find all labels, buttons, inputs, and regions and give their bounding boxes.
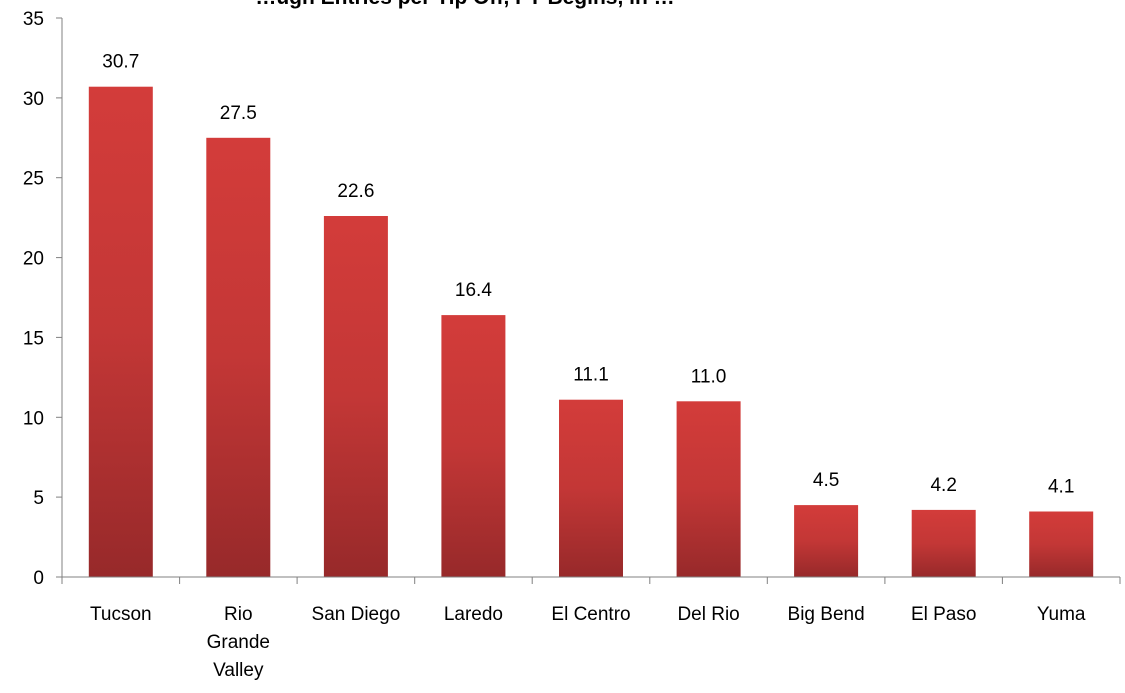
x-tick-label: El Centro bbox=[551, 604, 630, 625]
data-label: 11.1 bbox=[573, 365, 609, 386]
y-tick-label: 15 bbox=[23, 328, 44, 349]
x-tick-label: Laredo bbox=[444, 604, 503, 625]
x-tick-label: Rio bbox=[224, 604, 253, 625]
data-label: 27.5 bbox=[220, 103, 257, 124]
bar-tucson bbox=[88, 86, 153, 577]
bar-rio-grande-valley bbox=[206, 137, 271, 578]
data-label: 16.4 bbox=[455, 280, 492, 301]
x-tick-label: Yuma bbox=[1037, 604, 1086, 625]
x-tick-label: Big Bend bbox=[788, 604, 865, 625]
bar-san-diego bbox=[323, 216, 388, 577]
y-tick-label: 20 bbox=[23, 249, 44, 270]
data-label: 22.6 bbox=[337, 181, 374, 202]
axes-group bbox=[56, 17, 1121, 584]
bars-group bbox=[88, 86, 1094, 578]
data-label: 4.5 bbox=[813, 470, 839, 491]
x-tick-label: Valley bbox=[213, 660, 264, 681]
bar-el-paso bbox=[911, 509, 976, 577]
data-label: 30.7 bbox=[102, 52, 139, 73]
x-tick-label: Tucson bbox=[90, 604, 152, 625]
bar-del-rio bbox=[676, 401, 741, 577]
x-tick-label: El Paso bbox=[911, 604, 976, 625]
x-tick-label: Grande bbox=[207, 632, 270, 653]
y-tick-label: 5 bbox=[33, 488, 44, 509]
y-tick-label: 10 bbox=[23, 408, 44, 429]
bar-el-centro bbox=[559, 399, 623, 577]
bar-yuma bbox=[1029, 511, 1094, 577]
y-tick-label: 35 bbox=[23, 9, 44, 30]
y-tick-label: 25 bbox=[23, 169, 44, 190]
bar-laredo bbox=[441, 315, 506, 577]
labels-group: 30.7 27.5 22.6 16.4 11.1 11.0 4.5 4.2 4.1 0 5 10 15 2… bbox=[23, 9, 1086, 681]
chart-title: …ugh Entries per Tip Off, FY Begins, in … bbox=[255, 0, 674, 9]
data-label: 4.2 bbox=[930, 475, 956, 496]
x-tick-label: Del Rio bbox=[677, 604, 739, 625]
data-label: 11.0 bbox=[691, 366, 727, 387]
bar-big-bend bbox=[794, 505, 859, 577]
y-tick-label: 30 bbox=[23, 89, 44, 110]
y-tick-label: 0 bbox=[33, 568, 44, 589]
x-tick-label: San Diego bbox=[312, 604, 401, 625]
data-label: 4.1 bbox=[1048, 477, 1074, 498]
